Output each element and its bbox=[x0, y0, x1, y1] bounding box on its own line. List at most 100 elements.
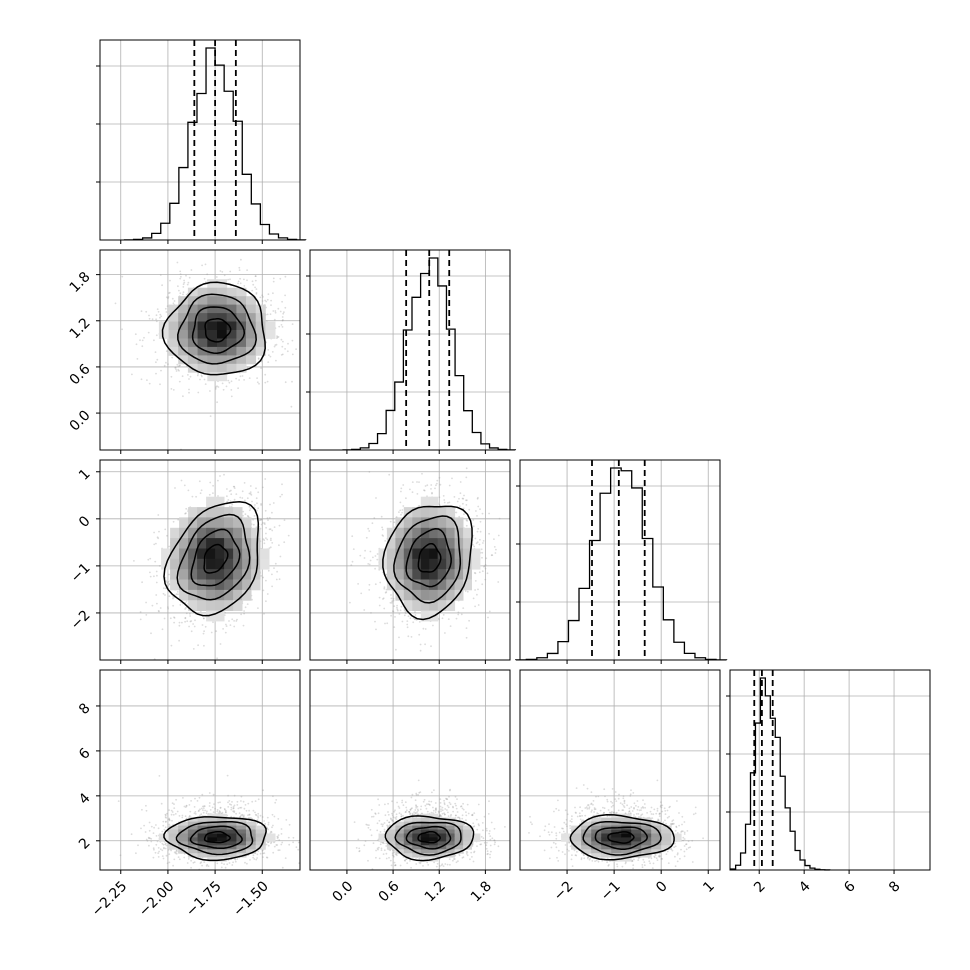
scatter-point bbox=[162, 592, 165, 595]
scatter-point bbox=[432, 624, 434, 627]
scatter-point bbox=[168, 291, 171, 294]
scatter-point bbox=[281, 316, 284, 318]
scatter-contour-panel bbox=[99, 669, 301, 871]
scatter-point bbox=[449, 625, 452, 627]
scatter-point bbox=[275, 359, 277, 362]
scatter-point bbox=[235, 377, 238, 380]
scatter-point bbox=[265, 579, 267, 582]
scatter-point bbox=[252, 856, 255, 859]
scatter-point bbox=[141, 581, 144, 584]
scatter-point bbox=[147, 558, 150, 561]
scatter-point bbox=[463, 494, 465, 497]
scatter-point bbox=[389, 520, 392, 523]
density-cell bbox=[420, 496, 430, 508]
scatter-point bbox=[259, 296, 262, 299]
scatter-point bbox=[464, 590, 467, 592]
scatter-point bbox=[257, 357, 260, 359]
scatter-point bbox=[474, 589, 476, 591]
scatter-point bbox=[190, 269, 193, 271]
scatter-point bbox=[281, 353, 284, 356]
density-cell bbox=[178, 346, 189, 356]
scatter-point bbox=[274, 344, 277, 346]
scatter-point bbox=[227, 794, 230, 797]
scatter-point bbox=[407, 615, 410, 618]
scatter-point bbox=[175, 593, 178, 596]
density-cell bbox=[454, 589, 464, 601]
scatter-point bbox=[389, 601, 392, 604]
scatter-point bbox=[136, 358, 139, 360]
scatter-point bbox=[256, 819, 259, 821]
scatter-point bbox=[438, 503, 441, 506]
scatter-point bbox=[264, 373, 267, 376]
scatter-point bbox=[272, 502, 275, 504]
density-cell bbox=[403, 589, 413, 601]
scatter-point bbox=[148, 317, 151, 320]
scatter-point bbox=[278, 524, 281, 527]
density-cell bbox=[255, 346, 266, 356]
density-cell bbox=[188, 600, 198, 611]
density-cell bbox=[412, 538, 422, 549]
density-cell bbox=[255, 313, 266, 322]
contour-line bbox=[191, 306, 246, 355]
panel-background bbox=[730, 670, 930, 870]
density-cell bbox=[217, 313, 228, 322]
density-cell bbox=[206, 589, 216, 601]
scatter-point bbox=[252, 518, 255, 521]
scatter-point bbox=[178, 364, 181, 367]
scatter-point bbox=[274, 562, 277, 565]
scatter-point bbox=[232, 485, 235, 488]
scatter-point bbox=[280, 354, 283, 356]
scatter-point bbox=[406, 626, 409, 629]
scatter-point bbox=[173, 851, 176, 854]
density-cell bbox=[168, 338, 179, 348]
scatter-point bbox=[186, 283, 189, 286]
density-cell bbox=[386, 558, 396, 570]
scatter-point bbox=[179, 273, 182, 275]
scatter-point bbox=[184, 620, 187, 623]
scatter-point bbox=[443, 501, 446, 504]
density-cell bbox=[246, 321, 257, 331]
scatter-point bbox=[271, 511, 273, 514]
scatter-point bbox=[255, 291, 258, 294]
scatter-point bbox=[209, 390, 211, 392]
scatter-point bbox=[229, 270, 232, 273]
scatter-point bbox=[197, 644, 200, 647]
scatter-point bbox=[233, 620, 236, 622]
scatter-point bbox=[435, 482, 438, 485]
scatter-point bbox=[266, 380, 269, 383]
scatter-point bbox=[493, 546, 496, 548]
scatter-point bbox=[216, 401, 219, 404]
scatter-point bbox=[512, 506, 514, 508]
scatter-point bbox=[244, 499, 246, 502]
scatter-point bbox=[481, 512, 484, 515]
scatter-point bbox=[159, 607, 162, 609]
scatter-point bbox=[140, 378, 143, 381]
scatter-point bbox=[365, 536, 368, 539]
scatter-point bbox=[456, 500, 459, 503]
scatter-point bbox=[379, 581, 382, 584]
scatter-point bbox=[363, 609, 366, 611]
scatter-point bbox=[281, 345, 284, 348]
scatter-point bbox=[169, 279, 171, 282]
scatter-point bbox=[210, 631, 213, 634]
scatter-point bbox=[258, 519, 261, 522]
scatter-point bbox=[284, 294, 286, 297]
scatter-point bbox=[185, 606, 188, 609]
scatter-point bbox=[246, 515, 249, 517]
scatter-point bbox=[248, 492, 251, 495]
density-cell bbox=[236, 346, 247, 356]
density-cell bbox=[215, 569, 225, 580]
scatter-point bbox=[435, 484, 437, 487]
scatter-point bbox=[430, 488, 432, 490]
scatter-point bbox=[431, 491, 433, 494]
scatter-point bbox=[155, 361, 157, 364]
scatter-point bbox=[254, 279, 257, 282]
density-cell bbox=[197, 558, 207, 570]
density-cell bbox=[395, 589, 405, 601]
scatter-point bbox=[169, 617, 172, 620]
scatter-point bbox=[244, 513, 247, 516]
scatter-point bbox=[157, 537, 160, 540]
scatter-point bbox=[262, 296, 264, 298]
scatter-point bbox=[262, 852, 265, 855]
scatter-point bbox=[386, 622, 389, 625]
